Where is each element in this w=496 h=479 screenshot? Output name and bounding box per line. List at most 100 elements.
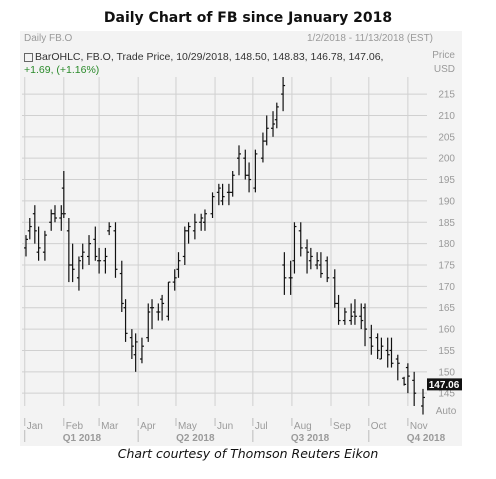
ohlc-bar xyxy=(80,243,85,270)
ohlc-bar xyxy=(332,269,337,308)
ohlc-bar xyxy=(156,303,161,321)
ohlc-bar xyxy=(42,230,47,261)
ohlc-bar xyxy=(59,205,64,231)
legend-change-row: +1.69, (+1.16%) xyxy=(24,64,99,76)
ohlc-bar xyxy=(369,324,374,355)
ohlc-bar xyxy=(308,247,313,270)
ohlc-bar xyxy=(226,183,231,206)
ohlc-bar xyxy=(103,247,108,274)
ohlc-bar xyxy=(76,256,81,291)
y-tick-label: 190 xyxy=(438,196,455,207)
ohlc-bar xyxy=(385,337,390,368)
ohlc-bar xyxy=(236,145,241,176)
ohlc-bar xyxy=(405,363,410,394)
ohlc-bar xyxy=(192,213,197,240)
ohlc-bar xyxy=(107,222,112,236)
ohlc-bar xyxy=(271,111,276,137)
ohlc-bar xyxy=(216,183,221,206)
ohlc-bar xyxy=(199,213,204,231)
month-label: Oct xyxy=(371,421,387,432)
last-price-box xyxy=(427,378,462,391)
ohlc-bar xyxy=(292,222,297,274)
quarter-label: Q4 2018 xyxy=(407,433,446,444)
ohlc-bar xyxy=(70,243,75,283)
y-tick-label: 160 xyxy=(438,325,455,336)
date-range-label: 1/2/2018 - 11/13/2018 (EST) xyxy=(307,33,434,44)
ohlc-bar xyxy=(186,222,191,244)
caption: Chart courtesy of Thomson Reuters Eikon xyxy=(117,446,379,461)
month-label: Nov xyxy=(410,421,428,432)
ohlc-bar xyxy=(264,115,269,146)
ohlc-icon xyxy=(24,52,33,62)
ohlc-bar xyxy=(129,329,134,359)
ohlc-bar xyxy=(27,218,32,240)
last-price-marker: 147.06 xyxy=(427,378,462,391)
ohlc-bar xyxy=(36,226,41,261)
ohlc-bar xyxy=(298,222,303,257)
ohlc-bar xyxy=(182,226,187,265)
ohlc-bar xyxy=(87,235,92,265)
ohlc-bar xyxy=(230,171,235,197)
ohlc-bar xyxy=(421,388,425,415)
y-tick-label: 165 xyxy=(438,303,455,314)
ohlc-bar xyxy=(402,376,407,386)
ohlc-bar xyxy=(176,252,181,278)
y-tick-label: 200 xyxy=(438,154,455,165)
y-tick-label: 155 xyxy=(438,346,455,357)
legend-text: BarOHLC, FB.O, Trade Price, 10/29/2018, … xyxy=(35,51,384,63)
ohlc-bar xyxy=(166,281,171,321)
ohlc-bar xyxy=(247,162,252,193)
axis-unit: USD xyxy=(434,64,455,75)
legend-main: BarOHLC, FB.O, Trade Price, 10/29/2018, … xyxy=(24,51,383,63)
y-tick-label: 170 xyxy=(438,282,455,293)
ohlc-bar xyxy=(336,294,341,325)
ohlc-bar xyxy=(160,294,165,321)
ohlc-bar xyxy=(172,269,177,291)
ohlc-bar xyxy=(133,333,138,372)
ohlc-bar xyxy=(52,205,57,223)
ohlc-bar xyxy=(24,235,28,257)
month-label: May xyxy=(178,421,197,432)
month-label: Feb xyxy=(66,421,84,432)
ohlc-bar xyxy=(243,149,248,180)
ohlc-bar xyxy=(315,252,320,270)
ohlc-bar xyxy=(281,77,286,112)
ohlc-bar xyxy=(146,303,151,342)
ohlc-bars xyxy=(24,77,425,415)
ohlc-bar xyxy=(389,337,394,368)
ohlc-bar xyxy=(97,247,102,274)
y-tick-label: 205 xyxy=(438,132,455,143)
ohlc-bar xyxy=(379,337,384,360)
quarter-label: Q3 2018 xyxy=(291,433,330,444)
ohlc-bar xyxy=(349,303,354,325)
month-label: Apr xyxy=(140,421,156,432)
ohlc-bar xyxy=(318,252,323,278)
y-tick-label: 145 xyxy=(438,389,455,400)
y-tick-label: 210 xyxy=(438,111,455,122)
ohlc-bar xyxy=(282,252,287,295)
auto-scale-toggle[interactable]: Auto xyxy=(436,406,457,417)
ohlc-bar xyxy=(150,299,155,330)
chart-title: Daily Chart of FB since January 2018 xyxy=(103,10,393,26)
month-label: Sep xyxy=(333,421,351,432)
ohlc-bar xyxy=(49,209,54,231)
ohlc-bar xyxy=(359,303,364,330)
last-price-label: 147.06 xyxy=(429,380,460,391)
ohlc-bar xyxy=(113,222,118,278)
ohlc-bar xyxy=(305,239,310,274)
y-tick-label: 175 xyxy=(438,261,455,272)
ohlc-bar xyxy=(119,260,124,312)
y-tick-label: 185 xyxy=(438,218,455,229)
ohlc-bar xyxy=(412,371,417,406)
quarter-label: Q1 2018 xyxy=(63,433,102,444)
axis-title: Price xyxy=(432,50,455,61)
grid xyxy=(22,77,427,406)
ohlc-bar xyxy=(325,256,330,283)
ohlc-bar xyxy=(93,226,98,261)
ohlc-bar xyxy=(352,299,357,325)
y-tick-label: 195 xyxy=(438,175,455,186)
month-label: Jun xyxy=(217,421,233,432)
quarter-label: Q2 2018 xyxy=(176,433,215,444)
ohlc-bar xyxy=(220,183,225,206)
